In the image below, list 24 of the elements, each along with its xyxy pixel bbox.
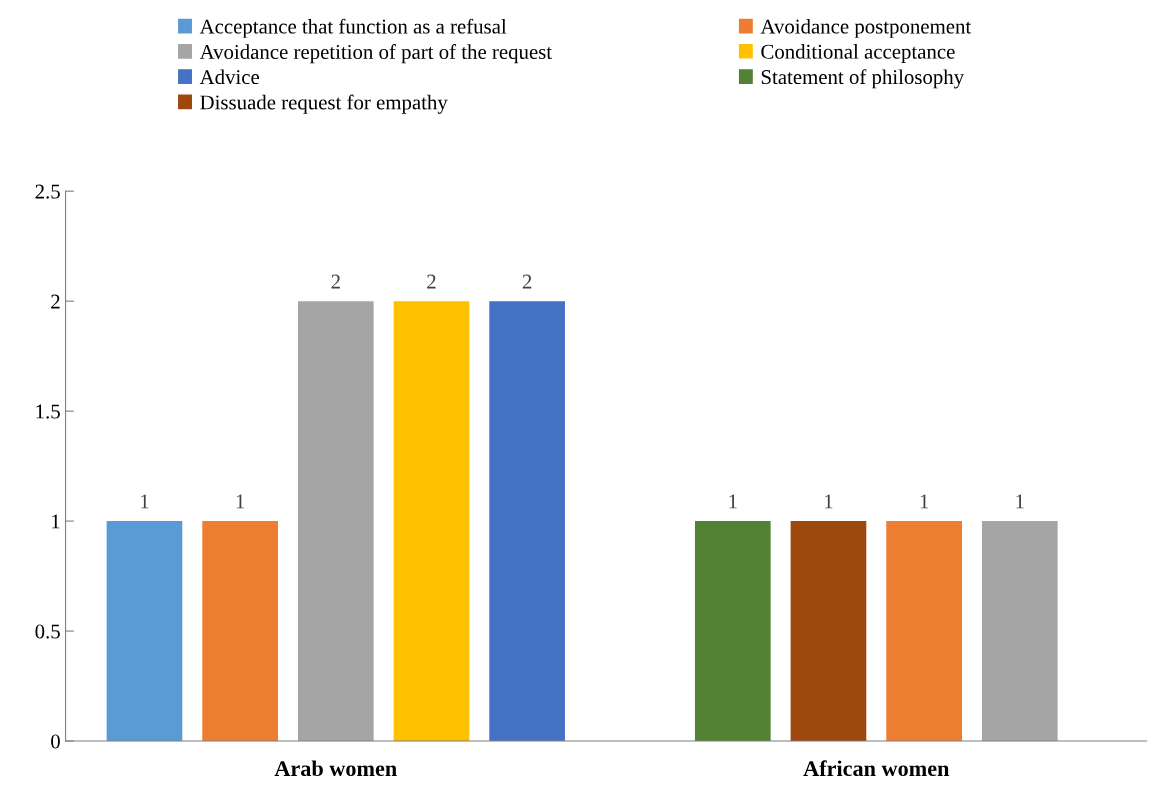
data-label: 2 [427, 274, 436, 289]
legend-label: Avoidance postponement [760, 18, 972, 38]
legend-label: Avoidance repetition of part of the request [199, 44, 552, 64]
data-label: 2 [331, 274, 340, 289]
legend-label: Acceptance that function as a refusal [199, 18, 507, 38]
y-tick-label: 1 [52, 514, 60, 529]
data-label: 1 [825, 494, 833, 509]
y-tick-label: 0 [51, 734, 60, 749]
data-label: 1 [141, 494, 149, 509]
x-tick-label: African women [803, 760, 950, 777]
data-label: 1 [1016, 494, 1024, 509]
data-label: 1 [729, 494, 737, 509]
legend-label: Advice [199, 69, 260, 85]
y-tick-label: 1.5 [36, 404, 60, 419]
y-tick-label: 2.5 [35, 184, 60, 199]
legend-label: Statement of philosophy [761, 69, 965, 89]
x-tick-label: Arab women [274, 760, 397, 777]
legend-label: Dissuade request for empathy [200, 94, 448, 114]
y-tick-label: 2 [51, 294, 60, 309]
y-tick-label: 0.5 [35, 624, 60, 639]
data-label: 1 [236, 494, 245, 509]
legend-label: Conditional acceptance [761, 44, 955, 63]
data-label: 1 [920, 494, 929, 509]
data-label: 2 [522, 274, 532, 289]
